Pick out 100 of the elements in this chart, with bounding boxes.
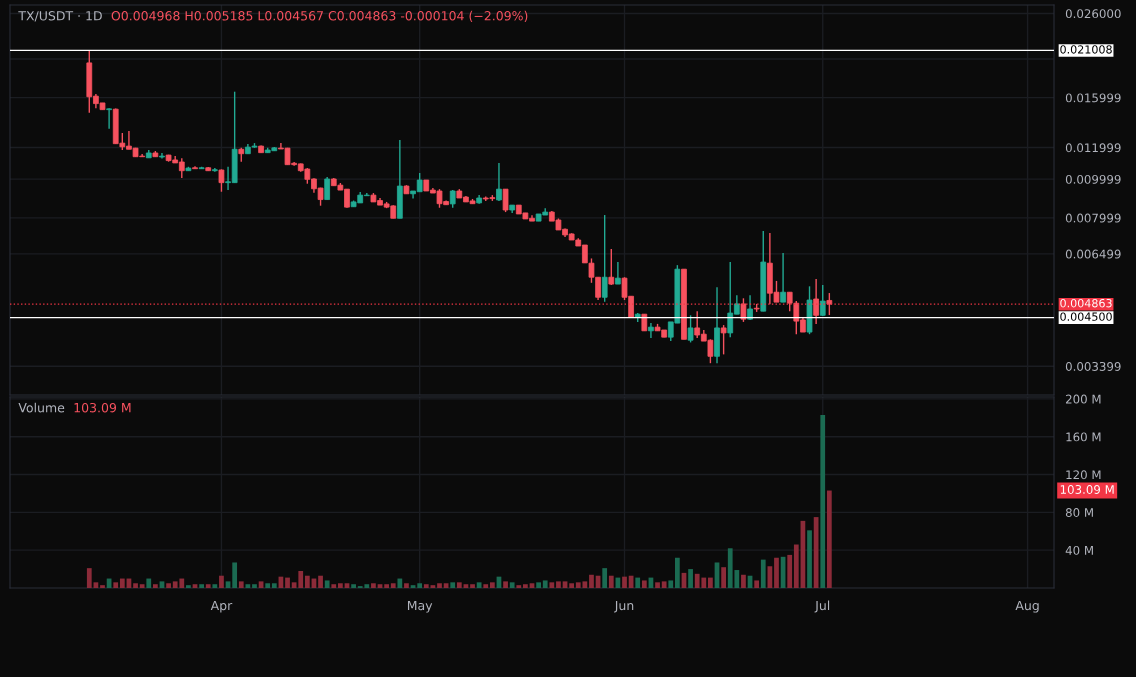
y-tick-label: 0.009999: [1065, 174, 1121, 184]
bar: [774, 557, 779, 588]
bar: [285, 577, 290, 588]
bar: [324, 580, 330, 588]
annotation: O0.004968 H0.005185 L0.004567 C0.004863 -0.000104 (−2.09%): [111, 10, 528, 22]
bar: [754, 580, 760, 588]
x-tick-label: Aug: [1015, 600, 1039, 613]
bar: [344, 583, 350, 588]
x-tick-label: Jul: [814, 600, 830, 613]
bar: [232, 562, 238, 588]
bar: [807, 530, 812, 588]
bar: [516, 585, 522, 588]
bar: [476, 582, 482, 588]
candlestick: [615, 261, 621, 285]
candlestick: [648, 322, 654, 339]
bar: [622, 576, 627, 588]
y-tick-label: 160 M: [1066, 432, 1101, 442]
bar: [470, 584, 475, 588]
bar: [404, 583, 409, 588]
candlestick: [720, 324, 727, 356]
bar: [351, 584, 356, 588]
bar: [569, 583, 575, 588]
bar: [793, 544, 799, 588]
y-tick-label: 0.011999: [1065, 143, 1121, 153]
bar: [331, 584, 337, 588]
bar: [602, 568, 608, 588]
bar: [417, 583, 423, 588]
bar: [139, 584, 145, 588]
candlestick: [218, 168, 225, 193]
y-tick-label: 200 M: [1065, 394, 1101, 404]
bar: [410, 585, 416, 588]
y-tick-label: 0.003399: [1065, 361, 1121, 371]
annotation: 103.09 M: [74, 402, 131, 413]
bar: [813, 517, 819, 588]
bar: [483, 584, 489, 588]
bar: [371, 583, 376, 588]
candlestick: [502, 188, 509, 213]
bar: [641, 580, 647, 588]
bar: [708, 577, 713, 588]
bar: [212, 584, 218, 588]
bar: [397, 578, 403, 588]
candlestick: [747, 294, 753, 321]
bar: [430, 585, 436, 588]
bar: [219, 575, 224, 588]
bar: [258, 581, 264, 588]
candlestick: [780, 252, 786, 303]
bar: [390, 583, 396, 588]
candlestick: [740, 297, 747, 323]
y-tick-label: 0.026000: [1065, 9, 1121, 19]
bar: [589, 574, 594, 588]
candlestick: [608, 248, 615, 286]
bar: [741, 574, 746, 588]
y-tick-label: 0.007999: [1065, 213, 1121, 223]
bar: [133, 583, 138, 588]
bar: [608, 575, 614, 588]
bar: [635, 577, 641, 588]
x-tick-label: Apr: [210, 600, 233, 613]
bar: [450, 582, 456, 588]
bar: [166, 583, 171, 588]
bar: [668, 580, 674, 588]
bar: [542, 580, 548, 588]
bar: [820, 414, 826, 588]
bar: [119, 578, 125, 588]
chart-title: Volume: [18, 402, 65, 413]
bar: [86, 568, 92, 588]
bar: [674, 557, 680, 588]
bar: [661, 581, 667, 588]
bar: [443, 583, 449, 588]
bar: [489, 582, 495, 588]
bar: [760, 559, 766, 588]
bar: [503, 581, 508, 588]
bar: [523, 584, 528, 588]
bar: [826, 490, 832, 588]
bar: [265, 583, 271, 588]
bar: [146, 578, 152, 588]
bar: [536, 582, 541, 588]
bar: [456, 582, 462, 588]
bar: [252, 584, 257, 588]
y-tick-label: 40 M: [1065, 545, 1093, 555]
chart-title: TX/USDT · 1D: [18, 11, 102, 22]
y-tick-label: 80 M: [1065, 508, 1093, 518]
bar: [437, 583, 442, 588]
bar: [100, 585, 105, 588]
candlestick: [106, 107, 112, 130]
y-tick-label: 120 M: [1066, 470, 1101, 480]
bar: [304, 575, 310, 588]
x-tick-label: May: [407, 600, 433, 613]
bar: [787, 554, 793, 588]
candlestick: [819, 284, 826, 317]
bar: [549, 582, 555, 588]
bar: [688, 569, 693, 588]
bar: [423, 584, 429, 588]
ref-line-label: 0.004500: [1060, 312, 1112, 321]
bar: [562, 581, 568, 588]
bar: [509, 582, 515, 588]
candlestick: [496, 162, 502, 202]
y-tick-label: 0.006499: [1065, 249, 1121, 259]
text: 103.09 M: [1060, 485, 1114, 494]
candlestick: [826, 292, 833, 316]
candlestick: [813, 278, 819, 325]
